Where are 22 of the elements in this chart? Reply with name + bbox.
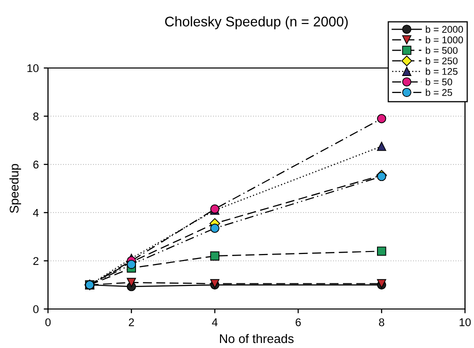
legend-label: b = 250: [426, 57, 458, 64]
legend-label: b = 50: [426, 78, 452, 86]
x-tick-label: 2: [128, 318, 134, 326]
legend-label: b = 1000: [426, 36, 463, 44]
chart-title: Cholesky Speedup (n = 2000): [165, 16, 348, 30]
x-tick-label: 0: [45, 318, 51, 326]
x-tick-label: 4: [212, 318, 218, 326]
y-axis-title: Speedup: [9, 164, 22, 213]
y-tick-label: 2: [33, 257, 38, 265]
x-tick-label: 6: [296, 318, 301, 326]
y-tick-label: 6: [33, 160, 38, 169]
x-axis-title: No of threads: [220, 334, 294, 344]
x-tick-label: 8: [378, 318, 384, 326]
y-tick-label: 0: [33, 305, 39, 314]
legend-label: b = 125: [426, 68, 458, 75]
y-tick-label: 10: [27, 64, 39, 72]
legend-label: b = 500: [426, 46, 458, 54]
y-tick-label: 4: [33, 208, 39, 217]
y-tick-label: 8: [33, 112, 38, 120]
legend-label: b = 2000: [426, 26, 463, 33]
x-tick-label: 10: [460, 318, 471, 326]
legend-label: b = 25: [426, 88, 452, 96]
